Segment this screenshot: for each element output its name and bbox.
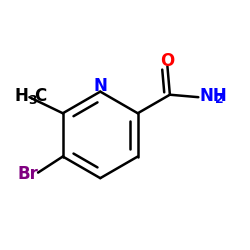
- Text: 3: 3: [28, 94, 37, 107]
- Text: NH: NH: [200, 88, 228, 106]
- Text: N: N: [93, 77, 107, 95]
- Text: 2: 2: [215, 93, 224, 106]
- Text: C: C: [34, 88, 47, 106]
- Text: Br: Br: [17, 165, 38, 183]
- Text: O: O: [160, 52, 174, 70]
- Text: H: H: [14, 88, 28, 106]
